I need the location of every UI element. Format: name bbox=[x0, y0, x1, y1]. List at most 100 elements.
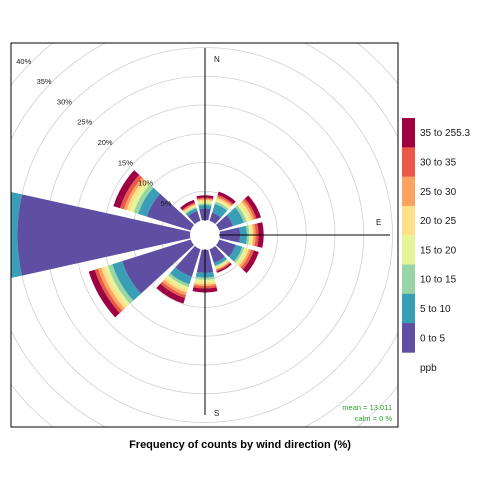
wedge-60-bin-1 bbox=[226, 207, 244, 227]
legend-label: 5 to 10 bbox=[420, 304, 451, 315]
wedge-300-bin-4 bbox=[126, 179, 147, 212]
wedge-240-bin-6 bbox=[94, 268, 123, 314]
wedge-30-bin-7 bbox=[217, 191, 236, 205]
wedge-210-bin-1 bbox=[170, 267, 192, 285]
wedge-240-bin-3 bbox=[104, 265, 130, 307]
wedge-120-bin-1 bbox=[228, 244, 243, 262]
calm-stat: calm = 0 % bbox=[355, 414, 393, 423]
ring-label: 35% bbox=[37, 77, 52, 86]
wedge-210-bin-0 bbox=[175, 246, 201, 277]
legend-swatch bbox=[402, 235, 415, 265]
wedge-300-bin-7 bbox=[113, 170, 140, 209]
wedge-270-bin-2 bbox=[1, 191, 10, 279]
wedge-240-bin-5 bbox=[98, 267, 125, 311]
legend-swatch bbox=[402, 118, 415, 148]
plot-panel-border bbox=[10, 42, 399, 428]
wedge-120-bin-7 bbox=[242, 250, 259, 274]
wedge-60-bin-6 bbox=[243, 198, 257, 220]
wedge-270-bin-3 bbox=[0, 190, 6, 280]
wedge-30-bin-2 bbox=[214, 201, 229, 211]
wedge-120-bin-5 bbox=[238, 248, 252, 268]
wedge-120-bin-2 bbox=[233, 246, 245, 264]
wedge-150-bin-0 bbox=[209, 246, 225, 264]
wedge-30-bin-6 bbox=[217, 194, 234, 206]
wedge-150-bin-7 bbox=[216, 263, 232, 273]
wedge-240-bin-2 bbox=[107, 264, 134, 304]
wedge-210-bin-6 bbox=[160, 281, 186, 299]
wedge-60-bin-4 bbox=[239, 201, 253, 221]
wedge-210-bin-2 bbox=[168, 273, 190, 288]
wedge-240-bin-4 bbox=[101, 266, 128, 309]
ring-labels: 5% 10% 15% 20% 25% 30% 35% 40% bbox=[16, 57, 172, 208]
ring-label: 40% bbox=[16, 57, 31, 66]
legend-swatch bbox=[402, 205, 415, 236]
wedge-60-bin-0 bbox=[216, 215, 234, 231]
wedge-210-bin-5 bbox=[162, 279, 187, 296]
wedge-330-bin-5 bbox=[182, 203, 196, 212]
wedge-300-bin-1 bbox=[138, 187, 161, 217]
legend-label: 10 to 15 bbox=[420, 275, 457, 286]
legend-swatch bbox=[402, 323, 415, 353]
wedge-150-bin-5 bbox=[215, 261, 230, 271]
direction-label-n: N bbox=[214, 55, 220, 64]
wedge-330-bin-3 bbox=[184, 205, 197, 214]
legend-swatch bbox=[402, 176, 415, 207]
wedge-30-bin-3 bbox=[215, 199, 230, 210]
legend-label: 0 to 5 bbox=[420, 333, 445, 344]
wedge-30-bin-0 bbox=[209, 212, 221, 224]
ring-label: 30% bbox=[57, 97, 72, 106]
chart-title: Frequency of counts by wind direction (%… bbox=[129, 439, 351, 451]
wedge-150-bin-1 bbox=[213, 256, 227, 266]
wedge-150-bin-6 bbox=[216, 262, 231, 272]
ring-label: 25% bbox=[77, 118, 92, 127]
wind-sectors bbox=[0, 170, 264, 318]
wedge-60-bin-3 bbox=[237, 203, 250, 222]
wedge-240-bin-7 bbox=[88, 269, 120, 318]
legend-swatch bbox=[402, 264, 415, 295]
calm-center bbox=[191, 221, 219, 249]
legend-label: 30 to 35 bbox=[420, 157, 457, 168]
mean-stat: mean = 13.011 bbox=[342, 403, 392, 412]
wedge-210-bin-7 bbox=[156, 283, 186, 304]
wedge-240-bin-0 bbox=[122, 239, 194, 294]
wedge-150-bin-4 bbox=[215, 260, 230, 270]
ring-label: 15% bbox=[118, 158, 133, 167]
wedge-60-bin-5 bbox=[241, 200, 255, 221]
legend-label: 15 to 20 bbox=[420, 245, 457, 256]
wedge-270-bin-0 bbox=[17, 194, 191, 276]
ring-label: 10% bbox=[138, 179, 153, 188]
wedge-120-bin-6 bbox=[240, 249, 254, 270]
wedge-330-bin-7 bbox=[180, 199, 195, 210]
wedge-60-bin-7 bbox=[244, 195, 261, 219]
wedge-330-bin-0 bbox=[187, 210, 201, 224]
wedge-300-bin-2 bbox=[133, 184, 154, 214]
wedge-60-bin-2 bbox=[235, 205, 247, 223]
wedge-210-bin-4 bbox=[164, 277, 188, 293]
wedge-150-bin-3 bbox=[215, 259, 229, 268]
ring-label: 20% bbox=[98, 138, 113, 147]
legend-label: 25 to 30 bbox=[420, 187, 457, 198]
legend-title: ppb bbox=[420, 363, 437, 374]
wedge-210-bin-3 bbox=[166, 275, 189, 290]
wedge-120-bin-0 bbox=[216, 239, 236, 257]
wedge-30-bin-5 bbox=[216, 196, 233, 207]
wedge-240-bin-1 bbox=[112, 261, 141, 301]
ring-label: 5% bbox=[161, 199, 172, 208]
wedge-30-bin-1 bbox=[212, 203, 228, 218]
wedge-330-bin-6 bbox=[182, 202, 196, 211]
legend: 35 to 255.3 30 to 35 25 to 30 20 to 25 15 to… bbox=[402, 118, 470, 353]
wedge-330-bin-1 bbox=[185, 208, 198, 217]
wedge-300-bin-3 bbox=[129, 181, 150, 213]
wedge-300-bin-6 bbox=[119, 174, 143, 210]
direction-label-e: E bbox=[376, 218, 381, 227]
legend-swatch bbox=[402, 147, 415, 177]
wedge-330-bin-2 bbox=[185, 206, 197, 215]
wedge-120-bin-4 bbox=[237, 248, 249, 267]
wedge-270-bin-1 bbox=[11, 191, 22, 279]
direction-label-s: S bbox=[214, 409, 219, 418]
legend-label: 20 to 25 bbox=[420, 216, 457, 227]
wedge-330-bin-4 bbox=[183, 204, 196, 213]
legend-label: 35 to 255.3 bbox=[420, 128, 470, 139]
wedge-120-bin-3 bbox=[235, 247, 247, 265]
